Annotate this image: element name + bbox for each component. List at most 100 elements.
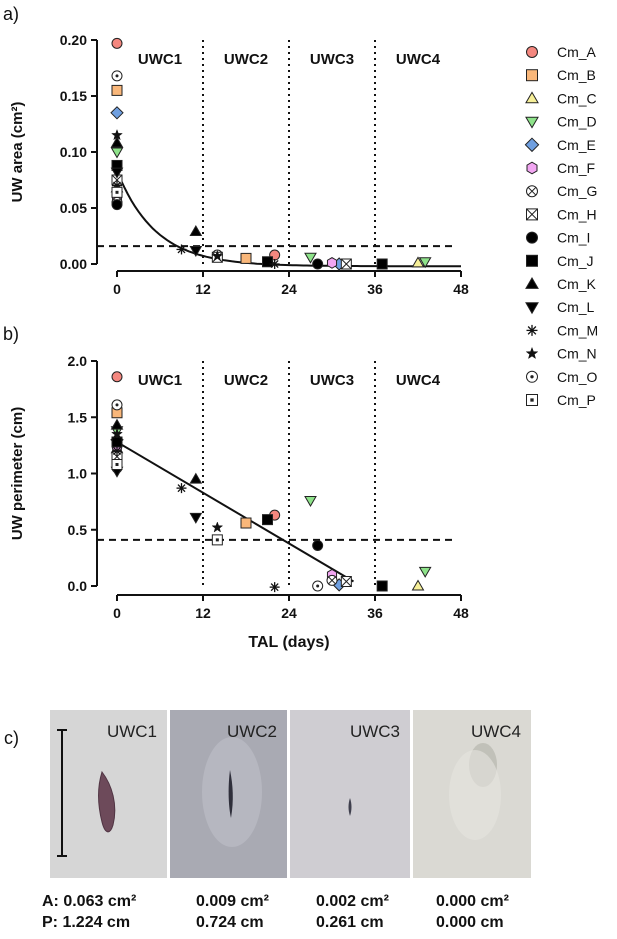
legend-label: Cm_G	[557, 183, 597, 199]
legend-label: Cm_N	[557, 346, 597, 362]
y-axis-label: UW perimeter (cm)	[9, 407, 26, 540]
region-label-uwc2: UWC2	[224, 51, 268, 68]
region-label-uwc1: UWC1	[138, 372, 182, 389]
legend-label: Cm_J	[557, 253, 594, 269]
legend-item-cm-k: Cm_K	[525, 276, 597, 292]
data-point-cm-e	[110, 106, 124, 120]
legend-item-cm-a: Cm_A	[526, 44, 597, 60]
y-tick-label: 0.15	[60, 88, 87, 104]
photo-label-uwc4: UWC4	[470, 722, 521, 741]
area-uwc4: 0.000 cm²	[436, 893, 509, 910]
data-point-cm-g	[326, 574, 338, 586]
legend-item-cm-c: Cm_C	[525, 90, 597, 106]
x-tick-label: 24	[281, 281, 297, 297]
legend-item-cm-m: Cm_M	[526, 322, 598, 338]
photo-label-uwc3: UWC3	[349, 722, 400, 741]
data-point-cm-h	[340, 576, 352, 587]
data-point-cm-c	[411, 256, 425, 268]
legend-item-cm-j: Cm_J	[526, 253, 594, 269]
legend-marker	[525, 346, 539, 360]
data-point-cm-a	[111, 37, 123, 49]
legend-marker	[526, 370, 538, 383]
data-point-cm-j	[111, 436, 123, 448]
data-point-cm-o	[312, 580, 324, 592]
legend-item-cm-b: Cm_B	[526, 67, 596, 83]
data-point-cm-h	[340, 258, 352, 270]
data-point-cm-n	[211, 521, 224, 533]
y-tick-label: 0.0	[68, 578, 88, 594]
legend-label: Cm_M	[557, 322, 598, 338]
y-axis-label: UW area (cm²)	[9, 102, 26, 203]
region-label-uwc4: UWC4	[396, 51, 441, 68]
legend-item-cm-l: Cm_L	[525, 299, 595, 315]
panel-label-b: b)	[3, 324, 19, 344]
perimeter-uwc3: 0.261 cm	[316, 914, 384, 931]
wound-image-uwc2	[202, 737, 262, 847]
photo-label-uwc2: UWC2	[226, 722, 277, 741]
legend-label: Cm_L	[557, 299, 595, 315]
data-point-cm-n	[111, 128, 123, 141]
x-tick-label: 36	[367, 281, 383, 297]
perimeter-uwc4: 0.000 cm	[436, 914, 504, 931]
data-point-cm-f	[326, 257, 338, 269]
legend-label: Cm_B	[557, 67, 596, 83]
data-point-cm-p	[111, 459, 123, 470]
area-uwc2: 0.009 cm²	[196, 893, 269, 910]
data-point-cm-i	[312, 258, 324, 270]
data-point-cm-i	[312, 540, 324, 551]
region-label-uwc3: UWC3	[310, 372, 354, 389]
y-tick-label: 0.5	[68, 522, 88, 538]
data-point-cm-j	[376, 580, 388, 592]
data-point-cm-k	[110, 418, 124, 430]
chart-perimeter: b) 0.0 0.5 1.0 1.5 2.0 UW perimeter (cm) 0 12 24 3…	[3, 324, 469, 651]
chart-area: a) 0.00 0.05 0.10 0.15 0.20 UW area (cm²) 0 12 24…	[3, 4, 469, 297]
x-tick-label: 48	[453, 605, 469, 621]
region-label-uwc1: UWC1	[138, 51, 182, 68]
legend-label: Cm_K	[557, 276, 597, 292]
data-point-cm-k	[189, 225, 203, 237]
data-point-cm-j	[262, 256, 273, 268]
data-point-cm-o	[111, 399, 123, 411]
legend-marker	[524, 137, 540, 153]
y-tick-label: 0.10	[60, 144, 87, 160]
legend-item-cm-n: Cm_N	[525, 346, 597, 362]
legend-item-cm-p: Cm_P	[526, 392, 596, 408]
data-point-cm-d	[418, 257, 432, 269]
data-point-cm-d	[110, 147, 124, 159]
legend-marker	[526, 254, 538, 267]
data-point-cm-b	[111, 84, 123, 96]
legend-label: Cm_D	[557, 114, 597, 130]
x-tick-label: 48	[453, 281, 469, 297]
data-point-cm-n	[111, 427, 123, 440]
legend-marker	[526, 46, 538, 58]
legend-item-cm-i: Cm_I	[526, 230, 590, 246]
photo-uwc3: UWC3	[290, 710, 410, 878]
photo-uwc1: UWC1	[50, 710, 167, 878]
region-label-uwc4: UWC4	[396, 372, 441, 389]
data-point-cm-i	[111, 199, 123, 211]
y-tick-label: 0.20	[60, 32, 87, 48]
data-point-cm-o	[111, 70, 123, 82]
data-point-cm-m	[176, 483, 187, 494]
legend-marker	[526, 69, 538, 82]
data-point-cm-b	[240, 517, 252, 529]
y-tick-label: 2.0	[68, 353, 88, 369]
wound-image-uwc3	[348, 798, 352, 816]
legend-marker	[526, 324, 538, 336]
data-point-cm-m	[269, 582, 280, 593]
legend-marker	[526, 185, 538, 198]
legend: Cm_A Cm_B Cm_C Cm_D Cm_E Cm_F Cm_G Cm_H Cm_I Cm_J…	[524, 44, 598, 408]
x-tick-label: 24	[281, 605, 297, 621]
photo-uwc4: UWC4	[413, 710, 531, 878]
legend-item-cm-h: Cm_H	[526, 206, 597, 222]
data-point-cm-d	[304, 252, 317, 264]
data-point-cm-p	[111, 186, 123, 198]
data-point-cm-d	[304, 496, 317, 507]
legend-marker	[526, 161, 538, 175]
legend-label: Cm_C	[557, 90, 597, 106]
data-point-cm-k	[189, 472, 203, 484]
legend-marker	[525, 302, 539, 315]
wound-photos: UWC1 UWC2 UWC3 UWC4	[50, 710, 615, 878]
x-tick-label: 0	[113, 281, 121, 297]
